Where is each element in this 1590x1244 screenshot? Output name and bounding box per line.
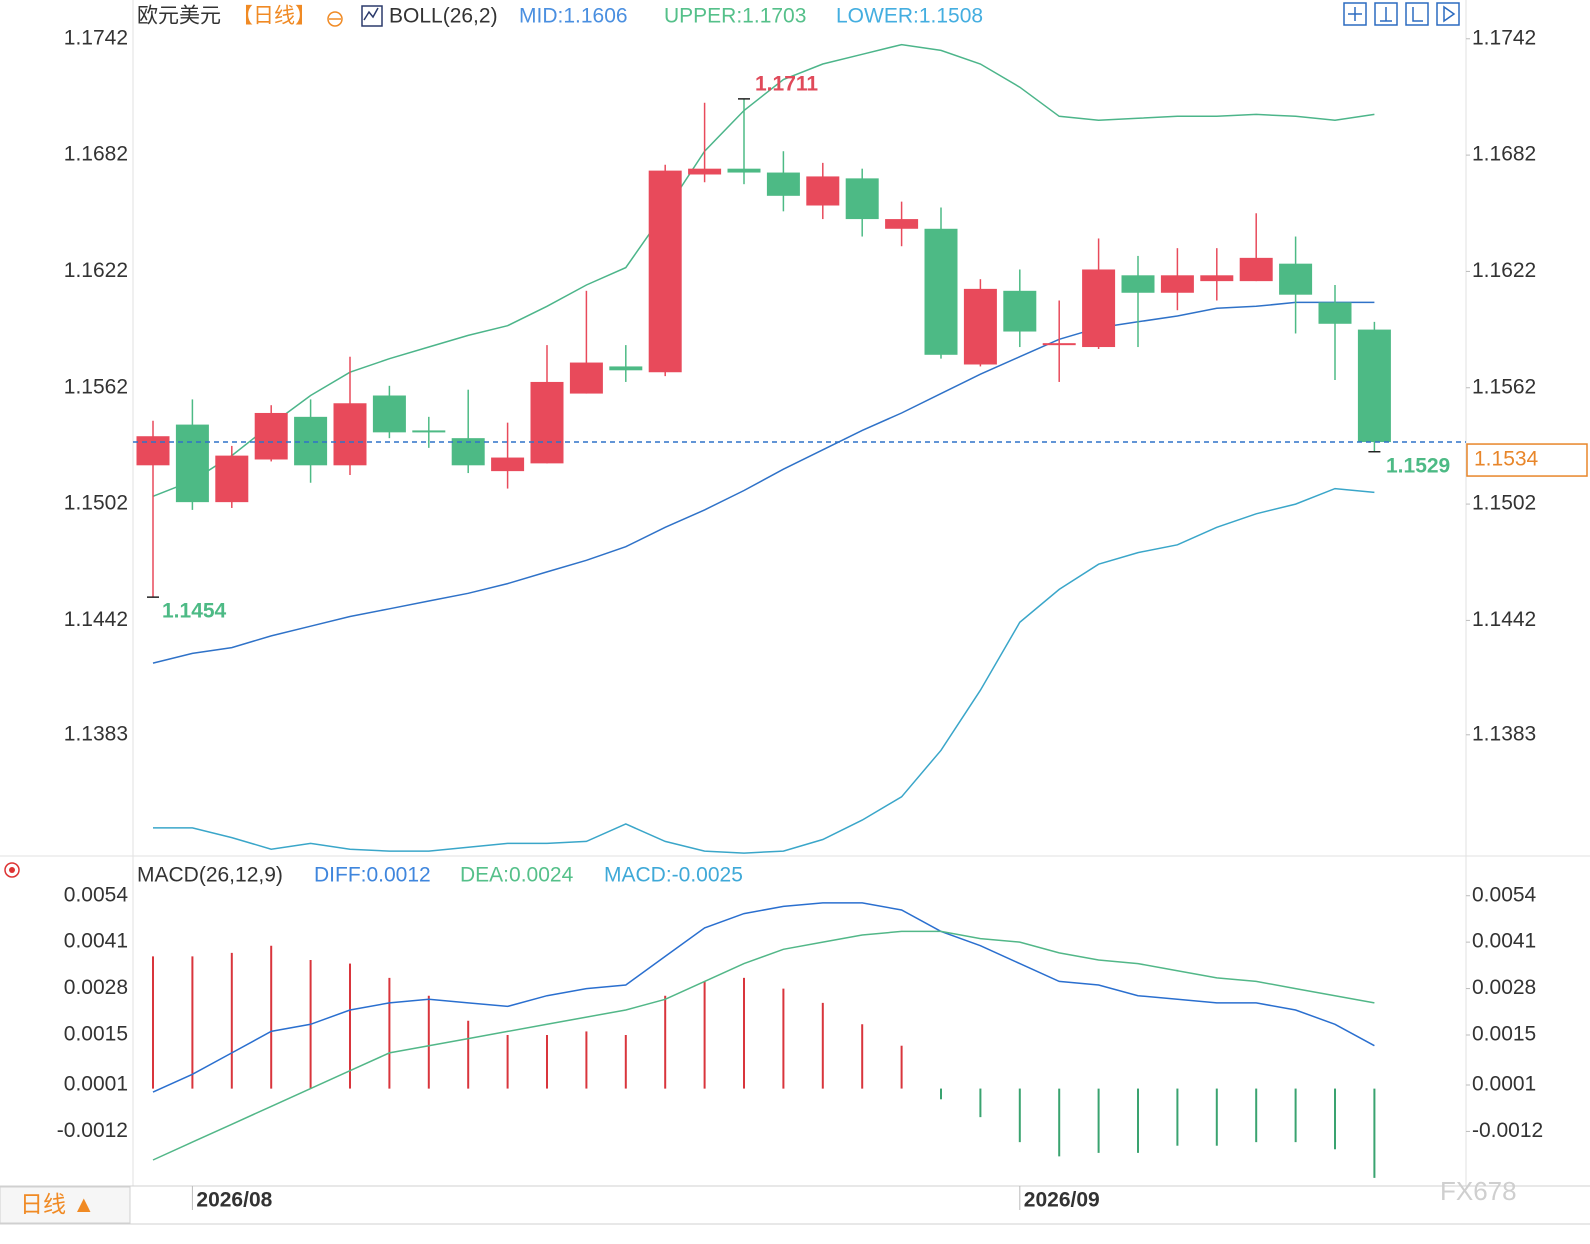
y-tick-label-right: 1.1502	[1472, 492, 1536, 515]
legend-entry: DIFF:0.0012	[314, 864, 431, 887]
y-tick-label-right: 0.0041	[1472, 930, 1536, 953]
y-tick-label-right: 0.0015	[1472, 1023, 1536, 1046]
period-label: 【日线】	[232, 5, 316, 28]
y-tick-label-right: 0.0028	[1472, 976, 1536, 999]
annotation: 1.1529	[1386, 454, 1450, 477]
candle-body	[727, 168, 761, 173]
candle-body	[688, 168, 722, 175]
legend-entry: LOWER:1.1508	[836, 5, 983, 28]
candle-body	[1121, 275, 1155, 293]
indicator-label: BOLL(26,2)	[389, 5, 498, 28]
period-tab[interactable]	[0, 1186, 131, 1224]
tool-button[interactable]	[1374, 2, 1398, 26]
tool-icons	[1348, 5, 1456, 23]
y-tick-label-right: 1.1383	[1472, 722, 1536, 745]
candle-body	[1279, 263, 1313, 295]
candle-body	[1357, 329, 1391, 443]
candle-body	[1042, 343, 1076, 346]
chart-title: 欧元美元	[137, 5, 221, 28]
header-icons	[4, 5, 383, 878]
y-tick-label: 0.0028	[64, 976, 128, 999]
macd-icon-dot	[9, 867, 15, 873]
candle-body	[1318, 302, 1352, 324]
chart-title: MACD(26,12,9)	[137, 864, 283, 887]
y-tick-label-right: 1.1562	[1472, 375, 1536, 398]
y-tick-label-right: 0.0054	[1472, 883, 1537, 906]
y-tick-label: 1.1383	[64, 722, 128, 745]
candle-body	[1003, 290, 1037, 332]
band-line	[152, 301, 1375, 664]
y-tick-label-right: -0.0012	[1472, 1119, 1543, 1142]
y-tick-label: 0.0041	[64, 930, 128, 953]
band-line	[153, 487, 1375, 854]
candle-body	[491, 457, 525, 472]
candle-body	[215, 455, 249, 503]
candle-body	[963, 288, 997, 365]
y-tick-label: 1.1742	[64, 26, 128, 49]
y-tick-label-right: 1.1442	[1472, 608, 1536, 631]
period-tab-label[interactable]: 日线 ▲	[20, 1191, 95, 1217]
annotation: 1.1454	[162, 600, 227, 623]
candle-body	[648, 170, 682, 373]
candle-body	[136, 436, 170, 466]
candle-body	[333, 403, 367, 466]
macd-line	[152, 902, 1375, 1093]
band-line	[152, 43, 1375, 497]
candle-body	[569, 362, 603, 394]
y-tick-label-right: 0.0001	[1472, 1073, 1536, 1096]
candle-body	[806, 176, 840, 206]
candle-body	[294, 416, 328, 466]
indicator-icon[interactable]	[361, 5, 383, 27]
candle-body	[766, 172, 800, 196]
indicator-icon-line	[363, 7, 379, 21]
tool-button[interactable]	[1405, 2, 1429, 26]
watermark: FX678	[1440, 1176, 1517, 1206]
candle-body	[609, 366, 643, 371]
legend-entry: DEA:0.0024	[460, 864, 574, 887]
candle-body	[175, 424, 209, 503]
candle-body	[924, 228, 958, 355]
candle-body	[1082, 269, 1116, 348]
y-tick-label-right: 1.1742	[1472, 26, 1536, 49]
last-price-label: 1.1534	[1474, 448, 1539, 471]
macd-line	[152, 930, 1375, 1161]
candle-body	[530, 381, 564, 464]
y-tick-label-right: 1.1622	[1472, 259, 1536, 282]
candle-body	[412, 430, 446, 433]
y-tick-label-right: 1.1682	[1472, 143, 1536, 166]
candle-body	[1160, 275, 1194, 293]
y-tick-label: 1.1562	[64, 375, 128, 398]
annotation: 1.1711	[755, 72, 818, 95]
y-tick-label: 0.0015	[64, 1023, 128, 1046]
y-tick-label: 0.0054	[64, 883, 129, 906]
macd-icon[interactable]	[4, 862, 20, 878]
candle-body	[372, 395, 406, 433]
y-tick-label: 0.0001	[64, 1073, 128, 1096]
candle-body	[1200, 275, 1234, 282]
last-price-box	[1466, 443, 1588, 477]
candle-body	[885, 219, 919, 229]
y-tick-label: -0.0012	[57, 1119, 128, 1142]
legend-entry: MID:1.1606	[519, 5, 628, 28]
y-tick-label: 1.1622	[64, 259, 128, 282]
x-tick-label: 2026/08	[196, 1189, 272, 1212]
y-tick-label: 1.1442	[64, 608, 128, 631]
tool-button[interactable]	[1436, 2, 1460, 26]
zoom-icon[interactable]	[327, 11, 343, 27]
legend-entry: UPPER:1.1703	[664, 5, 806, 28]
candle-body	[254, 412, 288, 460]
x-tick-label: 2026/09	[1024, 1189, 1100, 1212]
candle-body	[845, 178, 879, 220]
y-tick-label: 1.1682	[64, 143, 128, 166]
toolbar	[1343, 2, 1460, 26]
legend-entry: MACD:-0.0025	[604, 864, 743, 887]
candle-body	[1239, 257, 1273, 282]
y-tick-label: 1.1502	[64, 492, 128, 515]
tool-button[interactable]	[1343, 2, 1367, 26]
